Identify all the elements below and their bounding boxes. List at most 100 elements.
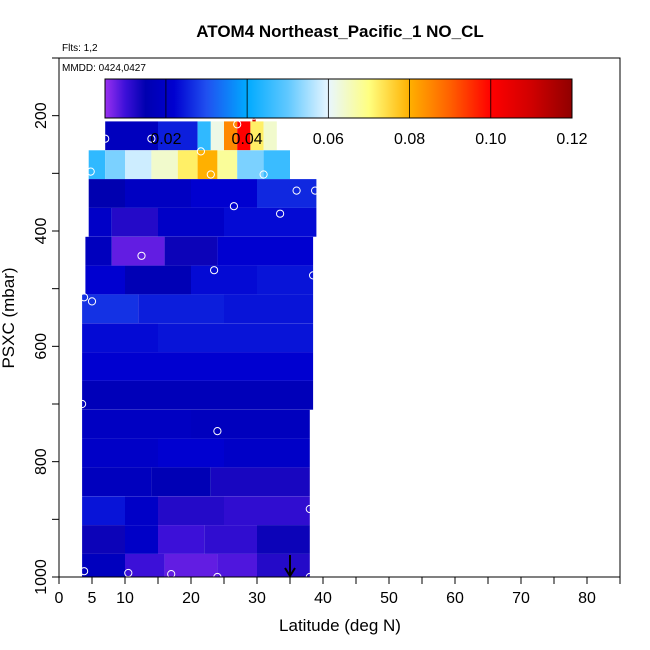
sample-point <box>259 170 268 179</box>
sample-point <box>196 147 205 156</box>
heatmap-cell <box>224 294 314 324</box>
colorbar-tick-label: 0.10 <box>475 131 506 148</box>
sample-point <box>305 572 314 577</box>
sample-point <box>233 120 242 129</box>
heatmap-cell <box>125 150 152 180</box>
colorbar: 0.02 0.04 0.06 0.08 0.10 0.12 <box>104 78 588 148</box>
heatmap-cell <box>158 121 198 151</box>
sample-point <box>80 293 89 302</box>
heatmap-cell <box>197 150 218 180</box>
date-note: MMDD: 0424,0427 <box>62 63 146 74</box>
heatmap-cell <box>237 121 251 151</box>
heatmap-cell <box>164 553 218 577</box>
heatmap-cell <box>217 553 257 577</box>
sample-point <box>292 186 301 195</box>
heatmap-cell <box>158 496 224 526</box>
x-tick-label: 0 <box>55 590 64 607</box>
heatmap-cell <box>82 496 125 526</box>
sample-point <box>101 134 110 143</box>
heatmap-cell <box>191 265 257 295</box>
heatmap-cell <box>158 438 224 468</box>
heatmap-cell <box>210 121 224 151</box>
heatmap-cell <box>111 236 165 266</box>
heatmap-cell <box>257 553 310 577</box>
heatmap-cell <box>263 121 277 151</box>
heatmap-cell <box>125 496 158 526</box>
heatmap-cell <box>210 467 310 497</box>
x-tick-label: 10 <box>116 590 134 607</box>
sample-point <box>213 427 222 436</box>
x-tick-label: 50 <box>380 590 398 607</box>
sample-point <box>206 170 215 179</box>
x-tick-label: 80 <box>578 590 596 607</box>
heatmap-cell <box>158 525 205 554</box>
sample-points <box>78 111 320 577</box>
heatmap-cell <box>88 179 125 208</box>
y-tick-label: 400 <box>33 218 50 245</box>
sample-point <box>137 251 146 260</box>
sample-point <box>147 134 156 143</box>
sample-point <box>309 271 318 280</box>
heatmap-cell <box>85 236 112 266</box>
y-tick-label: 200 <box>33 102 50 129</box>
sample-point <box>305 504 314 514</box>
heatmap-cell <box>82 553 125 577</box>
heatmap-cell <box>257 179 317 208</box>
heatmap-cell <box>237 150 264 180</box>
heatmap-cell <box>82 525 125 554</box>
heatmap-cell <box>125 352 314 381</box>
heatmap-cell <box>85 265 125 295</box>
heatmap-cell <box>125 525 158 554</box>
sample-point <box>80 567 89 576</box>
x-tick-label: 20 <box>182 590 200 607</box>
sample-point <box>311 186 320 195</box>
heatmap-cell <box>82 380 314 410</box>
heatmap-cell <box>151 150 178 180</box>
heatmap-cell <box>191 409 310 439</box>
sample-point <box>86 167 95 176</box>
heatmap-cell <box>158 207 224 237</box>
heatmap-cell <box>125 179 191 208</box>
heatmap-cell <box>82 352 125 381</box>
colorbar-tick-label: 0.12 <box>556 131 587 148</box>
heatmap-cells <box>82 92 317 577</box>
x-tick-label: 70 <box>512 590 530 607</box>
heatmap-cell <box>82 294 139 324</box>
y-tick-label: 800 <box>33 448 50 475</box>
y-tick-label: 600 <box>33 333 50 360</box>
sample-point <box>213 572 222 577</box>
heatmap-cell <box>111 207 158 237</box>
sample-point <box>87 297 97 306</box>
colorbar-tick-label: 0.06 <box>313 131 344 148</box>
heatmap-cell <box>138 294 224 324</box>
chart-title: ATOM4 Northeast_Pacific_1 NO_CL <box>196 22 484 41</box>
colorbar-tick-label: 0.08 <box>394 131 425 148</box>
heatmap-cell <box>217 150 238 180</box>
y-tick-label: 1000 <box>33 559 50 595</box>
heatmap-cell <box>250 121 264 151</box>
heatmap-cell <box>197 121 211 151</box>
x-axis-label: Latitude (deg N) <box>279 616 401 635</box>
heatmap-cell <box>82 438 158 468</box>
flights-note: Flts: 1,2 <box>62 43 98 54</box>
heatmap-cell <box>125 553 165 577</box>
heatmap-cell <box>88 207 112 237</box>
heatmap-cell <box>217 236 314 266</box>
y-axis-label: PSXC (mbar) <box>0 267 18 368</box>
heatmap-cell <box>105 150 125 180</box>
arrow-head <box>284 567 296 578</box>
sample-point <box>78 399 87 409</box>
heatmap-cell <box>158 323 314 353</box>
heatmap-cell <box>82 467 152 497</box>
x-tick-label: 30 <box>248 590 266 607</box>
heatmap-cell <box>257 265 314 295</box>
heatmap-cell <box>82 323 158 353</box>
x-axis: 0 5 10 20 30 40 50 60 70 80 <box>55 577 621 607</box>
sample-point <box>229 202 238 211</box>
heatmap-cell <box>82 409 191 439</box>
sample-point <box>167 570 176 577</box>
x-tick-label: 40 <box>314 590 332 607</box>
heatmap-cell <box>224 438 310 468</box>
x-tick-label: 5 <box>88 590 97 607</box>
heatmap-cell <box>151 467 211 497</box>
